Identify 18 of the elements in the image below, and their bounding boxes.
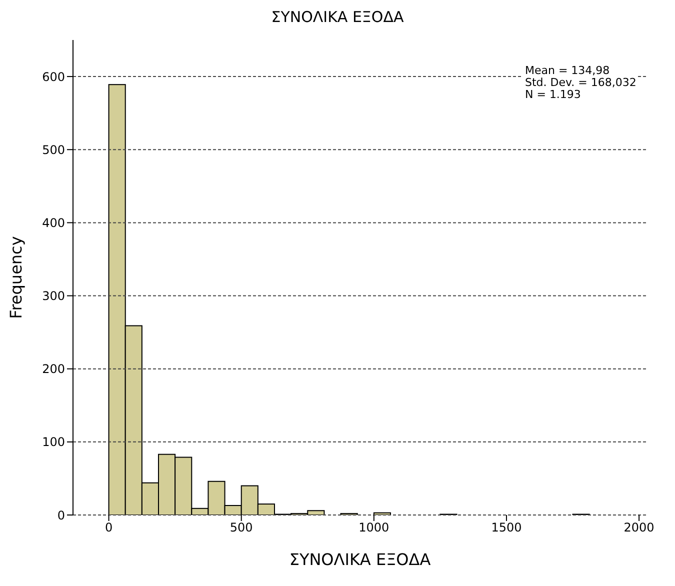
annotation: Mean = 134,98 (525, 64, 611, 77)
y-tick-label: 300 (42, 289, 65, 304)
y-tick-label: 200 (42, 362, 65, 376)
x-tick-label: 0 (104, 520, 113, 535)
y-tick-label: 600 (42, 70, 65, 84)
x-tick-label: 2000 (624, 520, 654, 535)
y-axis-title: Frequency (6, 236, 26, 319)
y-tick-label: 500 (42, 142, 65, 157)
x-tick-label: 500 (230, 520, 253, 535)
x-tick-label: 1500 (491, 520, 522, 535)
x-axis-title: ΣΥΝΟΛΙΚΑ ΕΞΟΔΑ (289, 550, 431, 569)
y-tick-label: 0 (57, 508, 65, 522)
x-tick-label: 1000 (358, 520, 390, 535)
y-tick-label: 100 (42, 435, 65, 450)
chart-title: ΣΥΝΟΛΙΚΑ ΕΞΟΔΑ (270, 8, 405, 28)
y-tick-label: 400 (42, 216, 65, 230)
annotation: N = 1.193 (525, 88, 582, 101)
annotation: Std. Dev. = 168,032 (525, 76, 636, 89)
